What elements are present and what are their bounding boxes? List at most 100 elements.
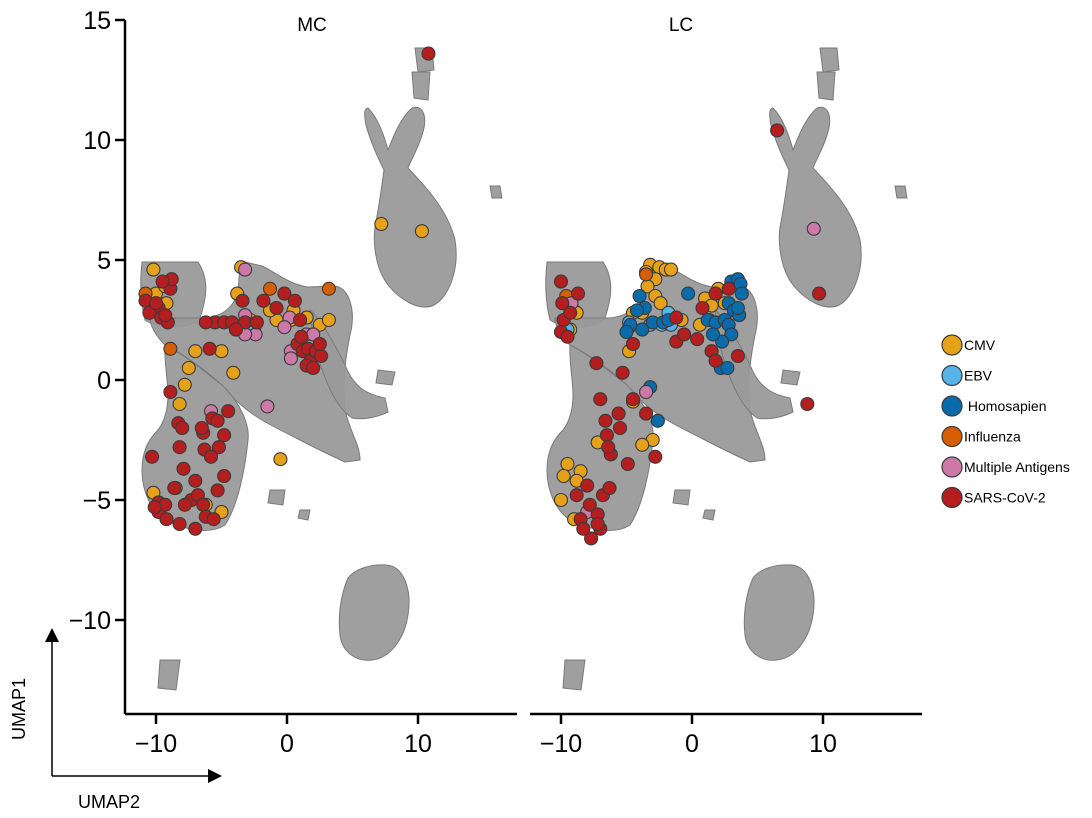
point-cmv <box>273 452 288 467</box>
legend-swatch <box>941 425 963 448</box>
point-cmv <box>214 344 229 359</box>
point-cmv <box>172 396 187 412</box>
x-tick-label: 10 <box>809 730 837 758</box>
point-sars-cov-2 <box>421 46 436 61</box>
x-tick-label: −10 <box>540 730 582 758</box>
point-sars-cov-2 <box>293 312 308 328</box>
point-sars-cov-2 <box>708 353 723 368</box>
point-sars-cov-2 <box>148 296 164 311</box>
point-sars-cov-2 <box>203 449 219 464</box>
legend-label: EBV <box>964 368 993 384</box>
legend-swatch <box>941 334 963 356</box>
point-sars-cov-2 <box>648 449 663 464</box>
point-sars-cov-2 <box>177 497 192 512</box>
point-sars-cov-2 <box>690 332 705 347</box>
point-sars-cov-2 <box>158 308 173 323</box>
umap1-arrow-head <box>45 628 59 642</box>
point-cmv <box>556 468 571 484</box>
point-influenza <box>639 267 654 282</box>
point-sars-cov-2 <box>269 300 284 316</box>
point-sars-cov-2 <box>812 286 827 301</box>
point-multiple-antigens <box>277 320 292 335</box>
point-sars-cov-2 <box>256 293 271 308</box>
x-tick-label: 0 <box>280 730 294 758</box>
point-homosapien <box>635 322 650 337</box>
points-lc <box>553 123 827 546</box>
point-sars-cov-2 <box>677 327 692 342</box>
point-sars-cov-2 <box>188 521 203 536</box>
point-sars-cov-2 <box>695 300 710 316</box>
point-sars-cov-2 <box>615 365 630 380</box>
point-sars-cov-2 <box>570 286 586 301</box>
legend-swatch <box>941 456 963 478</box>
umap2-arrow-head <box>208 769 222 783</box>
point-sars-cov-2 <box>210 413 225 428</box>
point-sars-cov-2 <box>206 512 221 527</box>
point-sars-cov-2 <box>625 336 641 352</box>
legend: CMV EBV Homosapien Influenza Multiple Antig… <box>941 334 1070 509</box>
point-sars-cov-2 <box>175 420 190 436</box>
point-sars-cov-2 <box>800 396 815 412</box>
point-sars-cov-2 <box>669 310 684 325</box>
point-sars-cov-2 <box>314 348 329 364</box>
point-sars-cov-2 <box>294 329 309 344</box>
point-multiple-antigens <box>283 351 298 366</box>
point-sars-cov-2 <box>770 123 785 138</box>
panel-title-mc: MC <box>297 15 327 36</box>
point-multiple-antigens <box>238 262 253 277</box>
umap1-label: UMAP1 <box>9 678 29 740</box>
point-homosapien <box>730 300 745 316</box>
point-sars-cov-2 <box>582 497 597 512</box>
point-sars-cov-2 <box>196 497 211 512</box>
panel-mc: −10 0 10 15 10 5 0 −5 −10 MC <box>69 7 517 758</box>
point-homosapien <box>724 327 739 342</box>
point-sars-cov-2 <box>176 461 191 476</box>
point-cmv <box>177 377 192 392</box>
point-sars-cov-2 <box>202 341 217 356</box>
point-sars-cov-2 <box>312 336 327 352</box>
point-sars-cov-2 <box>584 531 599 546</box>
panel-lc: −10 0 10 LC <box>530 15 922 758</box>
x-ticks-mc: −10 0 10 <box>135 714 432 758</box>
point-sars-cov-2 <box>211 440 226 455</box>
point-multiple-antigens <box>806 221 821 236</box>
point-sars-cov-2 <box>198 315 213 330</box>
x-tick-label: 0 <box>685 730 699 758</box>
y-ticks: 15 10 5 0 −5 −10 <box>69 7 125 635</box>
y-tick-label: 15 <box>83 7 111 35</box>
point-cmv <box>553 492 569 508</box>
legend-label: Homosapien <box>964 398 1047 414</box>
y-tick-label: 10 <box>83 127 111 155</box>
point-homosapien <box>734 286 749 301</box>
point-sars-cov-2 <box>159 512 174 527</box>
point-sars-cov-2 <box>601 440 616 455</box>
point-cmv <box>321 312 336 328</box>
point-homosapien <box>632 288 647 304</box>
point-influenza <box>321 281 336 296</box>
point-homosapien <box>715 334 730 349</box>
point-sars-cov-2 <box>708 286 723 301</box>
x-tick-label: 10 <box>404 730 432 758</box>
y-tick-label: 5 <box>97 247 111 275</box>
point-sars-cov-2 <box>553 274 569 289</box>
legend-label: CMV <box>964 337 996 353</box>
x-ticks-lc: −10 0 10 <box>540 714 837 758</box>
point-cmv <box>188 344 203 359</box>
legend-swatch <box>941 364 963 387</box>
point-sars-cov-2 <box>142 305 157 320</box>
point-sars-cov-2 <box>167 480 182 496</box>
y-tick-label: 0 <box>97 367 111 395</box>
point-sars-cov-2 <box>217 428 232 443</box>
point-sars-cov-2 <box>625 392 641 407</box>
point-sars-cov-2 <box>620 456 635 472</box>
points-mc <box>138 46 436 536</box>
point-sars-cov-2 <box>599 428 614 443</box>
point-cmv <box>635 437 650 452</box>
point-sars-cov-2 <box>593 392 608 407</box>
point-multiple-antigens <box>260 399 275 414</box>
legend-swatch <box>941 486 963 509</box>
panel-title-lc: LC <box>669 15 693 36</box>
point-sars-cov-2 <box>188 473 203 488</box>
umap2-label: UMAP2 <box>78 792 140 812</box>
